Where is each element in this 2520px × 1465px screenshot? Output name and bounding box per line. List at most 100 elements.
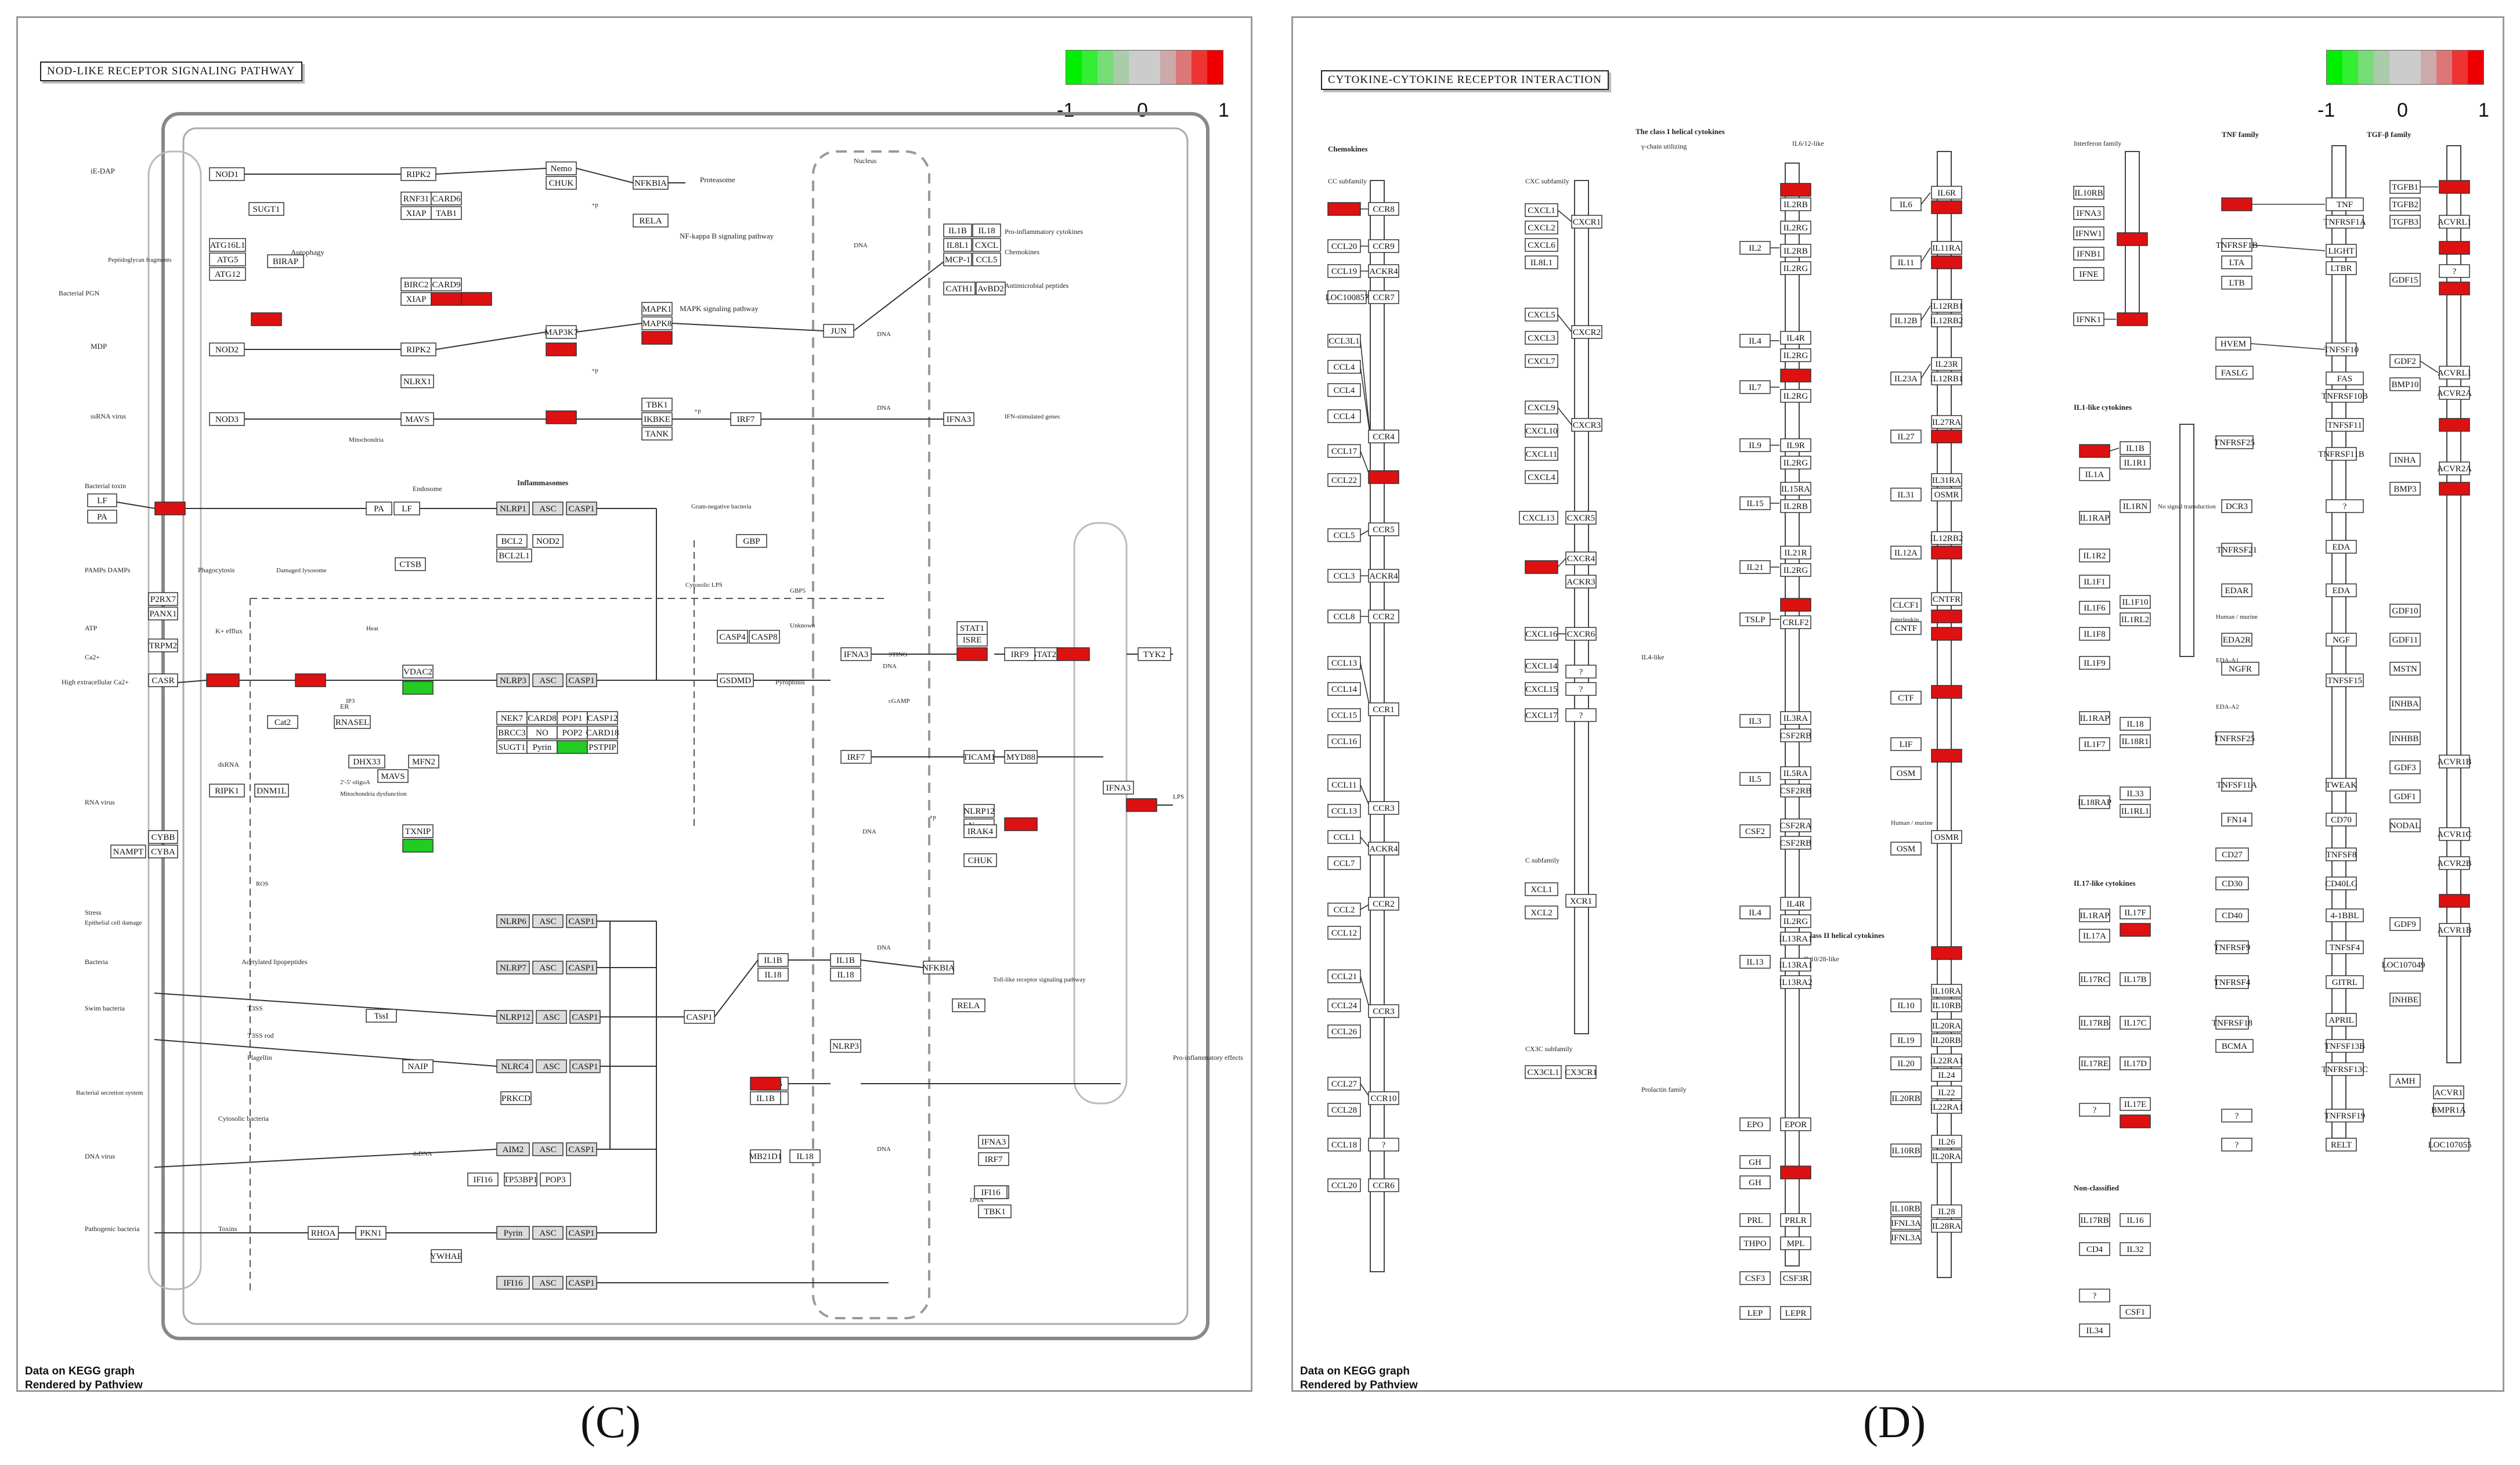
gene-node-label: IL22	[1938, 1088, 1955, 1098]
gene-node-label: IL18	[764, 970, 781, 980]
gene-node-label: TNFRSF10B	[2322, 392, 2368, 401]
gene-node: TNFSF13B	[2324, 1039, 2365, 1053]
gene-node-label: IRF7	[985, 1155, 1003, 1164]
gene-node-box	[569, 1010, 601, 1024]
gene-node: XIAP	[400, 206, 432, 220]
gene-node: IL8L1	[1525, 255, 1558, 269]
gene-node-box	[2221, 197, 2252, 211]
gene-node-box	[431, 206, 462, 220]
gene-node-box	[504, 1172, 537, 1186]
gene-node-label: ASC	[539, 1229, 556, 1238]
gene-node: TssI	[366, 1009, 397, 1023]
gene-node-box	[1780, 711, 1811, 725]
gene-node-box	[963, 750, 995, 764]
gene-node-box	[641, 302, 673, 316]
gene-node-box	[2326, 876, 2357, 890]
gene-node: NAMPT	[110, 845, 146, 858]
gene-node-box	[2215, 435, 2254, 449]
gene-node-label: LOC107055	[2428, 1141, 2472, 1150]
annotation-label: Ca2+	[85, 653, 100, 661]
gene-node-label: AvBD2	[977, 284, 1004, 294]
gene-node-label: IL18RAP	[2078, 798, 2111, 807]
gene-node-label: TNFRSF1B	[2216, 241, 2258, 250]
gene-node-label: IL6	[1900, 200, 1912, 210]
gene-node-box	[2439, 482, 2470, 496]
gene-node-label: IL1F6	[2084, 604, 2106, 613]
gene-node-box	[532, 961, 564, 975]
gene-node-box	[2389, 697, 2421, 710]
gene-node: IL3RA	[1780, 711, 1811, 725]
gene-node-box	[1327, 682, 1361, 696]
gene-node: TNFSF11A	[2216, 778, 2257, 792]
gene-node-box	[943, 252, 972, 266]
gene-node: AvBD2	[976, 282, 1006, 295]
gene-node-label: IL19	[1897, 1036, 1914, 1045]
gene-node	[956, 647, 988, 661]
gene-node: IL32	[2120, 1242, 2151, 1256]
gene-node: IFNE	[2073, 267, 2104, 281]
annotation-label: DNA virus	[85, 1152, 115, 1160]
gene-node: IL8L1	[943, 238, 972, 252]
gene-node: IL1F10	[2120, 595, 2151, 609]
gene-node-label: CXCL11	[1526, 450, 1557, 459]
annotation-label: Chemokines	[1005, 248, 1039, 256]
gene-node-label: BIRC2	[404, 280, 429, 290]
gene-node-box	[1368, 897, 1399, 911]
gene-node-label: IL5	[1749, 775, 1761, 784]
gene-node-box	[402, 824, 434, 838]
gene-node: IRF9	[1004, 647, 1035, 661]
gene-node-box	[1890, 1091, 1922, 1105]
gene-node-label: ATG16L1	[210, 241, 245, 250]
gene-node-label: IL10RB	[1932, 1001, 1961, 1011]
gene-node-box	[2215, 847, 2249, 861]
gene-node	[1931, 685, 1962, 699]
gene-node-label: MAVS	[405, 415, 429, 424]
gene-node-box	[400, 342, 436, 356]
gene-node-box	[830, 953, 861, 967]
gene-node-label: CCL21	[1331, 972, 1357, 982]
gene-node-box	[633, 176, 669, 190]
gene-node: IL22	[1931, 1085, 1962, 1099]
gene-node-label: IL12RB1	[1930, 374, 1963, 384]
gene-node-box	[2215, 1039, 2254, 1053]
gene-node-label: SUGT1	[499, 743, 526, 752]
gene-node-box	[2120, 1114, 2151, 1128]
gene-node: Nemo	[546, 161, 577, 175]
gene-node-label: TGFB2	[2392, 200, 2418, 210]
pathway-arrow	[853, 261, 944, 331]
gene-node	[2221, 197, 2252, 211]
gene-node-label: ?	[1382, 1141, 1386, 1150]
gene-node-box	[1525, 424, 1558, 438]
legend-mid-label: 0	[2397, 99, 2408, 121]
gene-node-label: EDAR	[2225, 586, 2249, 596]
gene-node-box	[2389, 1074, 2421, 1088]
gene-node-box	[496, 1010, 533, 1024]
gene-node: LOC100857	[1326, 290, 1369, 304]
gene-node: IFNL3A	[1890, 1216, 1922, 1230]
pathway-arrow	[714, 959, 759, 1017]
gene-node-label: IL23A	[1894, 374, 1918, 384]
gene-node-box	[2079, 711, 2110, 725]
gene-node-label: TNFRSF18	[2212, 1019, 2252, 1028]
gene-node-box	[1327, 202, 1361, 216]
gene-node: APRIL	[2326, 1013, 2357, 1027]
gene-node-label: PRLR	[1785, 1216, 1807, 1225]
legend-max-label: 1	[2478, 99, 2489, 121]
gene-node-label: AIM2	[503, 1145, 524, 1154]
gene-node-label: IL15	[1746, 499, 1763, 508]
gene-node-label: HVEM	[2221, 340, 2246, 349]
annotation-label: Swim bacteria	[85, 1004, 125, 1012]
gene-node-box	[148, 607, 178, 620]
gene-node-label: CCL5	[1334, 531, 1355, 540]
gene-node: PSTPIP	[587, 740, 618, 754]
gene-node: IL12RB1	[1930, 299, 1963, 313]
gene-node: ACVRL1	[2438, 366, 2471, 380]
gene-node-box	[2079, 575, 2110, 589]
gene-node-label: CCL22	[1331, 476, 1357, 485]
gene-node-box	[2079, 1213, 2110, 1227]
gene-node-box	[532, 673, 564, 687]
gene-node: LF	[87, 493, 117, 507]
gene-node-box	[2079, 908, 2110, 922]
gene-node-box	[1525, 1065, 1562, 1079]
gene-node: CASP1	[566, 1276, 597, 1290]
